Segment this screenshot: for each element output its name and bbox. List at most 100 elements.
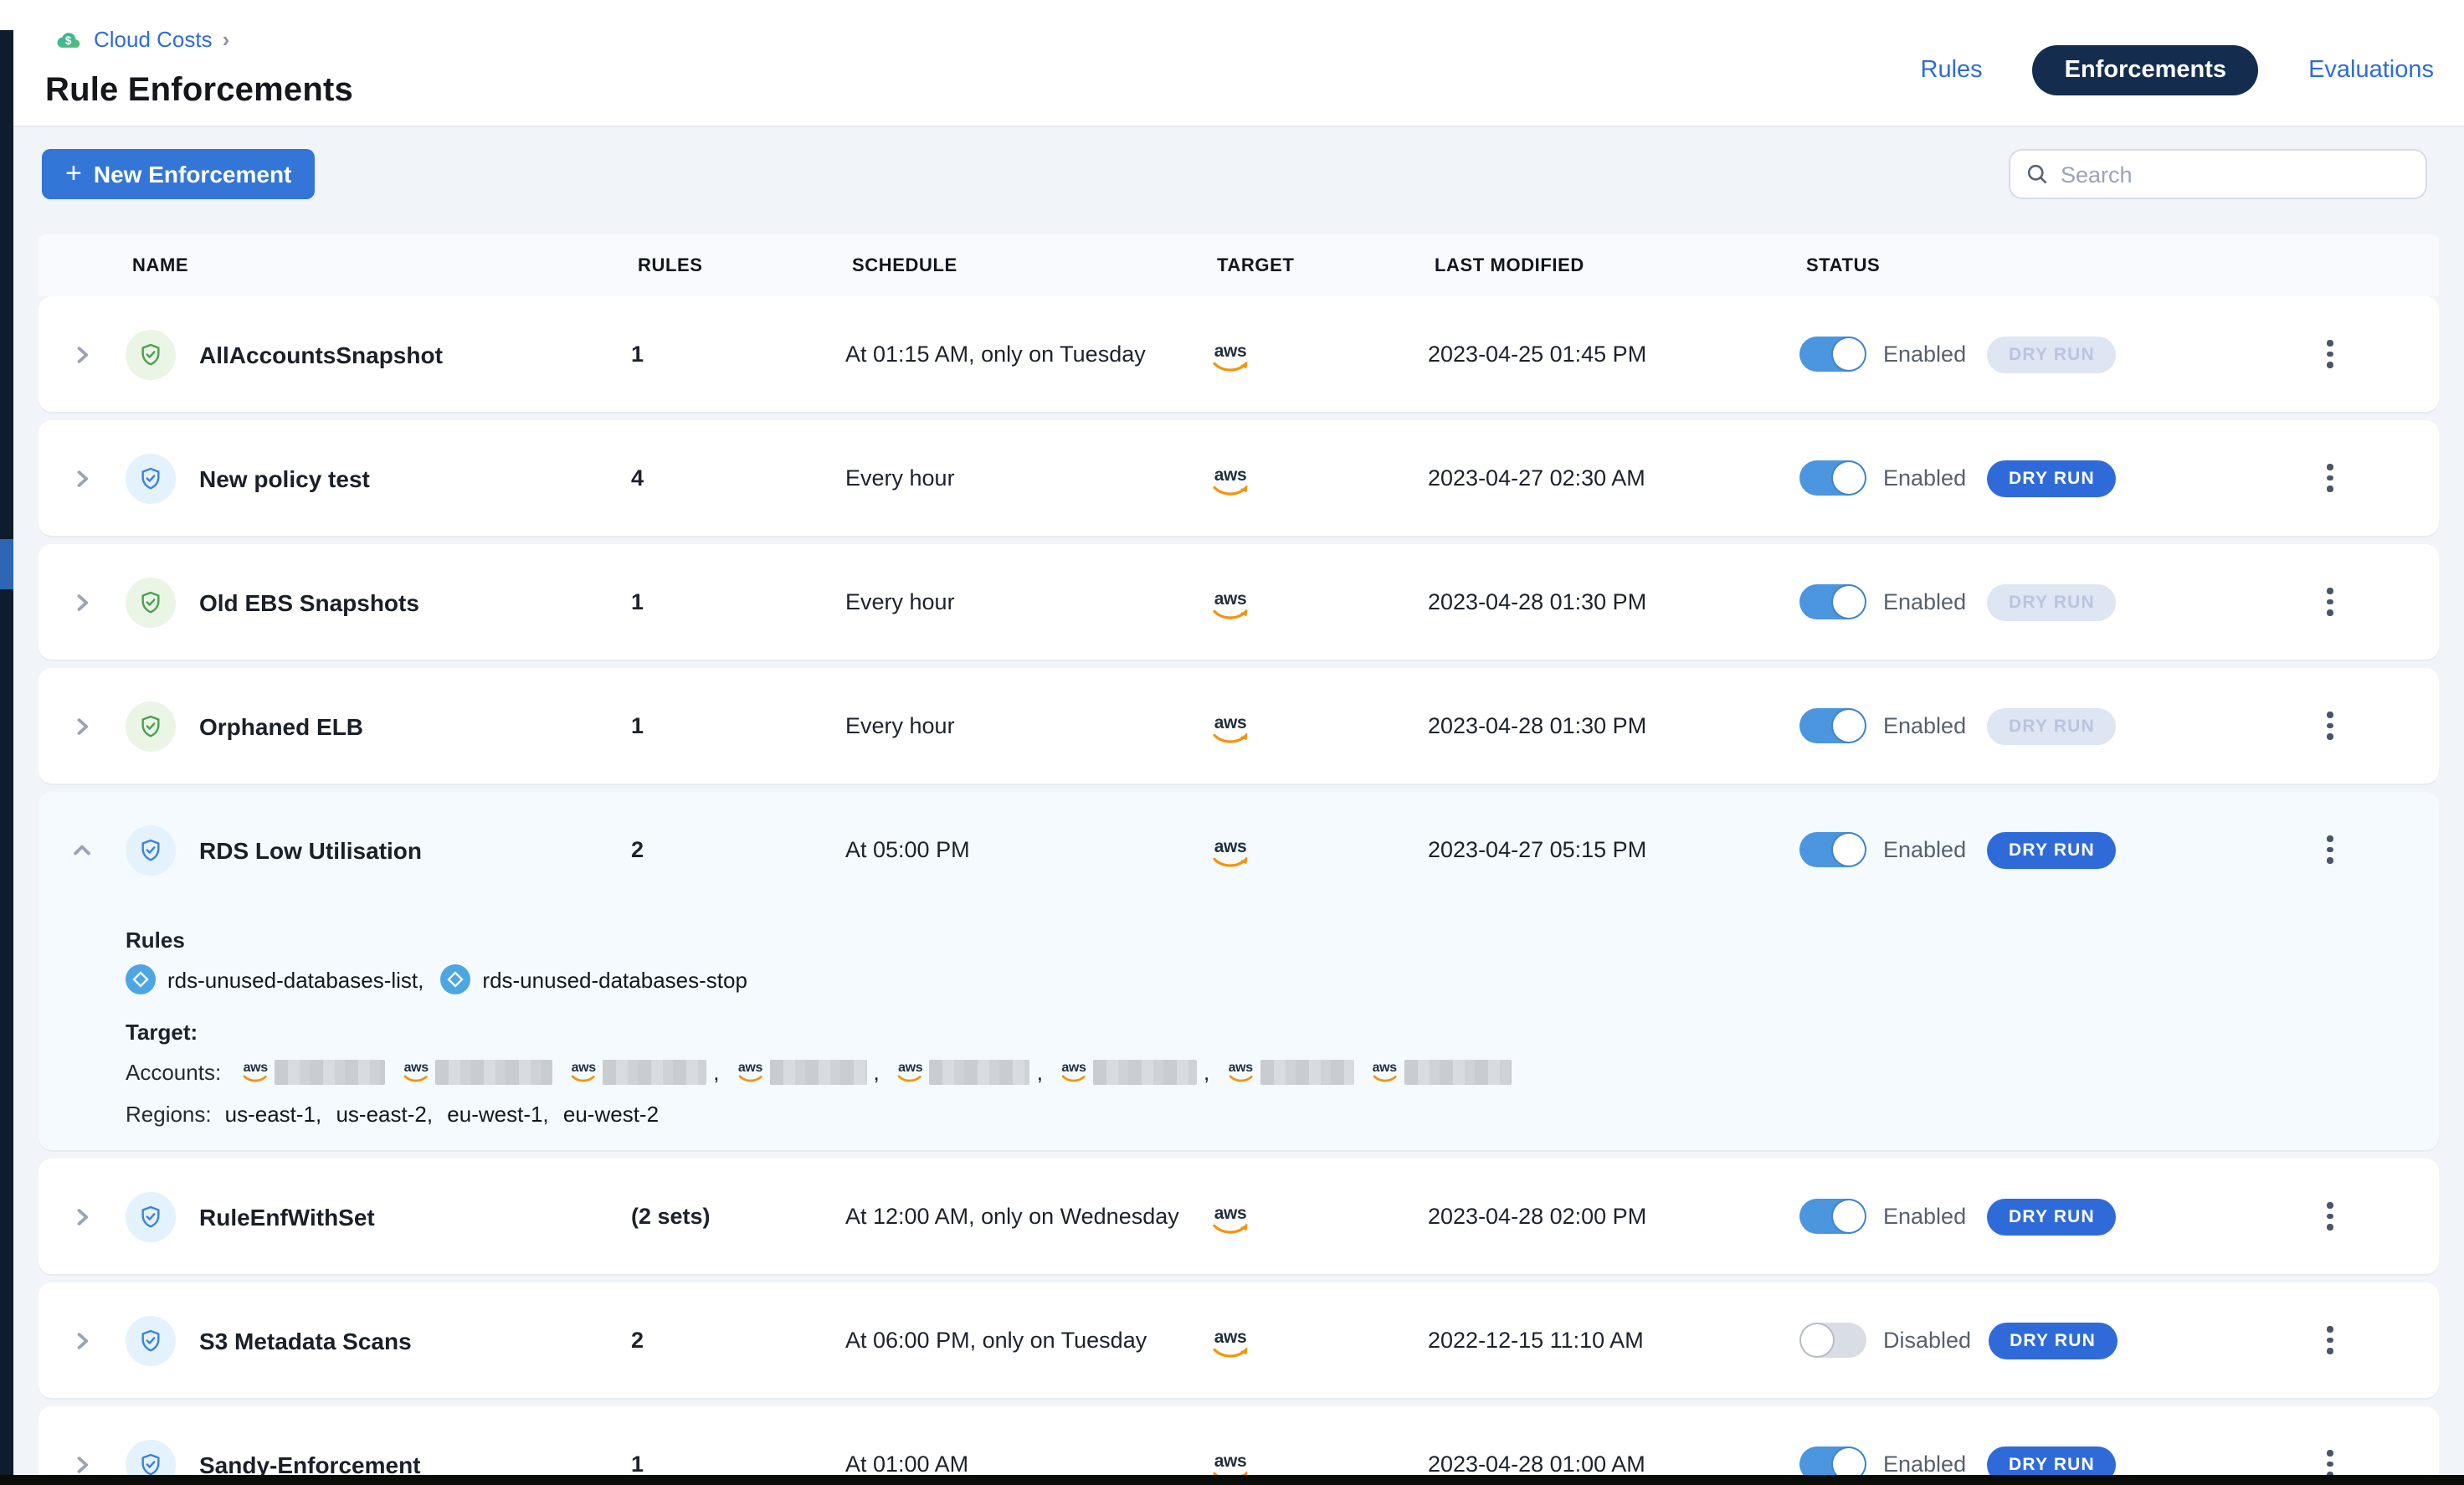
row-expander-chevron[interactable] xyxy=(38,544,126,660)
search-icon xyxy=(2025,162,2049,186)
col-header-target: TARGET xyxy=(1217,255,1295,275)
svg-text:$: $ xyxy=(65,34,72,47)
col-header-last-modified: LAST MODIFIED xyxy=(1435,255,1584,275)
regions-label: Regions: xyxy=(126,1102,212,1127)
rules-count: 2 xyxy=(631,837,644,862)
toggle-knob xyxy=(1833,462,1865,494)
rule-icon xyxy=(440,964,471,994)
last-modified: 2023-04-28 01:30 PM xyxy=(1428,713,1647,738)
redacted-account: aws xyxy=(241,1060,386,1085)
view-tabs: Rules Enforcements Evaluations xyxy=(1920,45,2434,95)
aws-icon: aws xyxy=(1210,591,1250,621)
dry-run-badge: DRY RUN xyxy=(1987,831,2117,868)
rules-count: (2 sets) xyxy=(631,1204,711,1229)
enforcement-name: RDS Low Utilisation xyxy=(199,836,422,863)
enabled-toggle[interactable] xyxy=(1799,584,1866,619)
page-header: $ Cloud Costs › Rule Enforcements Rules … xyxy=(0,0,2464,127)
row-expander-chevron[interactable] xyxy=(38,420,126,536)
details-rules-label: Rules xyxy=(126,927,185,953)
dry-run-badge: DRY RUN xyxy=(1987,583,2117,620)
row-expander-chevron[interactable] xyxy=(38,1159,126,1274)
search-box xyxy=(2009,149,2427,199)
last-modified: 2023-04-27 02:30 AM xyxy=(1428,465,1645,491)
col-header-schedule: SCHEDULE xyxy=(852,255,957,275)
toggle-knob xyxy=(1833,338,1865,370)
schedule-text: Every hour xyxy=(845,589,955,614)
last-modified: 2023-04-25 01:45 PM xyxy=(1428,342,1647,367)
last-modified: 2023-04-28 01:30 PM xyxy=(1428,589,1647,614)
page-title: Rule Enforcements xyxy=(45,72,353,109)
enabled-toggle[interactable] xyxy=(1799,1323,1866,1358)
last-modified: 2023-04-28 01:00 AM xyxy=(1428,1452,1645,1477)
redacted-account: aws xyxy=(1370,1060,1512,1085)
col-header-status: STATUS xyxy=(1806,255,1881,275)
col-header-name: NAME xyxy=(132,255,189,275)
breadcrumb-chevron-icon: › xyxy=(222,27,230,52)
new-enforcement-button[interactable]: + New Enforcement xyxy=(42,149,316,199)
rule-chips: rds-unused-databases-list, rds-unused-dat… xyxy=(126,964,2405,994)
breadcrumb: $ Cloud Costs › xyxy=(55,25,229,54)
aws-icon: aws xyxy=(1226,1061,1255,1083)
collapsed-sidebar-edge xyxy=(0,30,13,1475)
schedule-text: At 01:00 AM xyxy=(845,1452,969,1477)
enabled-toggle[interactable] xyxy=(1799,832,1866,867)
toggle-knob xyxy=(1833,586,1865,618)
row-expander-chevron[interactable] xyxy=(38,1282,126,1398)
aws-icon: aws xyxy=(1210,467,1250,497)
breadcrumb-cloud-costs-link[interactable]: Cloud Costs xyxy=(94,27,213,52)
enforcement-name: AllAccountsSnapshot xyxy=(199,341,443,367)
enforcement-name: Orphaned ELB xyxy=(199,712,364,739)
aws-icon: aws xyxy=(569,1061,598,1083)
status-label: Disabled xyxy=(1883,1328,1972,1353)
row-menu-button[interactable] xyxy=(2221,544,2439,660)
rules-count: 4 xyxy=(631,465,644,491)
row-menu-button[interactable] xyxy=(2221,1406,2439,1485)
enabled-toggle[interactable] xyxy=(1799,708,1866,743)
enabled-toggle[interactable] xyxy=(1799,1199,1866,1234)
table-row: Sandy-Enforcement 1 At 01:00 AM aws 2023… xyxy=(38,1406,2439,1485)
status-label: Enabled xyxy=(1883,342,1967,367)
rule-chip[interactable]: rds-unused-databases-list, xyxy=(126,964,424,994)
enabled-toggle[interactable] xyxy=(1799,1446,1866,1482)
row-menu-button[interactable] xyxy=(2221,296,2439,412)
enforcement-name: Sandy-Enforcement xyxy=(199,1451,421,1477)
redacted-account: aws xyxy=(1226,1060,1354,1085)
enforcement-name: Old EBS Snapshots xyxy=(199,588,419,615)
table-row: RDS Low Utilisation 2 At 05:00 PM aws 20… xyxy=(38,792,2439,1150)
aws-icon: aws xyxy=(736,1061,764,1083)
enabled-toggle[interactable] xyxy=(1799,337,1866,372)
table-row: S3 Metadata Scans 2 At 06:00 PM, only on… xyxy=(38,1282,2439,1398)
rule-chip[interactable]: rds-unused-databases-stop xyxy=(440,964,747,994)
tab-evaluations[interactable]: Evaluations xyxy=(2308,57,2434,84)
regions-values: us-east-1, us-east-2, eu-west-1, eu-west… xyxy=(224,1102,660,1127)
shield-check-icon xyxy=(126,1315,176,1365)
aws-icon: aws xyxy=(1060,1061,1088,1083)
enforcement-name: RuleEnfWithSet xyxy=(199,1203,375,1230)
aws-icon: aws xyxy=(1210,343,1250,373)
redacted-account: aws xyxy=(402,1060,553,1085)
shield-check-icon xyxy=(126,825,176,875)
row-expander-chevron[interactable] xyxy=(38,792,126,907)
row-menu-button[interactable] xyxy=(2221,792,2439,907)
enabled-toggle[interactable] xyxy=(1799,460,1866,496)
row-menu-button[interactable] xyxy=(2221,1282,2439,1398)
table-row: AllAccountsSnapshot 1 At 01:15 AM, only … xyxy=(38,296,2439,412)
row-menu-button[interactable] xyxy=(2221,668,2439,784)
toggle-knob xyxy=(1833,1200,1865,1232)
window-bottom-edge xyxy=(0,1475,2464,1485)
row-expander-chevron[interactable] xyxy=(38,668,126,784)
row-menu-button[interactable] xyxy=(2221,1159,2439,1274)
schedule-text: Every hour xyxy=(845,713,955,738)
dry-run-badge: DRY RUN xyxy=(1987,707,2117,744)
tab-enforcements[interactable]: Enforcements xyxy=(2032,45,2259,95)
row-expander-chevron[interactable] xyxy=(38,1406,126,1485)
status-label: Enabled xyxy=(1883,713,1967,738)
last-modified: 2022-12-15 11:10 AM xyxy=(1428,1328,1644,1353)
tab-rules[interactable]: Rules xyxy=(1920,57,1983,84)
row-expander-chevron[interactable] xyxy=(38,296,126,412)
search-input[interactable] xyxy=(2061,162,2410,187)
table-row: Orphaned ELB 1 Every hour aws 2023-04-28… xyxy=(38,668,2439,784)
schedule-text: Every hour xyxy=(845,465,955,491)
row-menu-button[interactable] xyxy=(2221,420,2439,536)
